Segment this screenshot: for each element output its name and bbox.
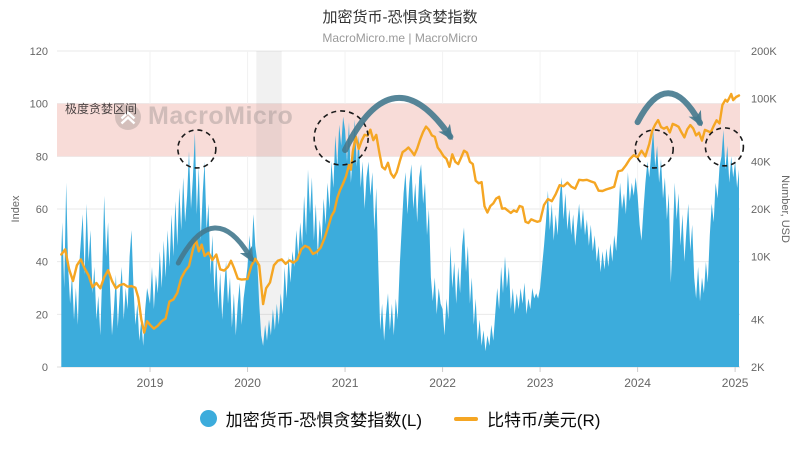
svg-text:2023: 2023 xyxy=(527,376,554,390)
svg-text:10K: 10K xyxy=(751,252,771,264)
btc-line xyxy=(60,92,741,334)
legend-item-btc-usd[interactable]: 比特币/美元(R) xyxy=(454,406,600,431)
svg-text:80: 80 xyxy=(36,151,48,163)
svg-text:40K: 40K xyxy=(751,156,771,168)
page-title: 加密货币-恐惧贪婪指数 xyxy=(322,9,478,26)
legend-label: 加密货币-恐惧贪婪指数(L) xyxy=(225,411,423,430)
right-axis-tick-labels: 2K 4K 10K 20K 40K 100K 200K xyxy=(751,46,777,374)
fear-greed-area xyxy=(61,116,740,367)
extreme-greed-band xyxy=(57,103,740,157)
svg-text:2K: 2K xyxy=(751,362,765,374)
extreme-greed-band-label: 极度贪婪区间 xyxy=(65,102,138,116)
svg-text:2024: 2024 xyxy=(624,376,651,390)
svg-text:2025: 2025 xyxy=(722,376,749,390)
annotation-circles xyxy=(177,110,745,169)
annotation-arrows xyxy=(175,90,703,266)
legend-item-fear-greed-index[interactable]: 加密货币-恐惧贪婪指数(L) xyxy=(199,406,423,431)
svg-text:40: 40 xyxy=(36,257,48,269)
legend: 加密货币-恐惧贪婪指数(L) 比特币/美元(R) xyxy=(0,406,800,431)
x-axis-tick-labels: 2019 2020 2021 2022 2023 2024 2025 xyxy=(137,376,749,390)
svg-text:2022: 2022 xyxy=(429,376,456,390)
left-axis-tick-labels: 0 20 40 60 80 100 120 xyxy=(30,46,48,374)
svg-text:60: 60 xyxy=(36,204,48,216)
svg-text:2020: 2020 xyxy=(234,376,261,390)
svg-text:100: 100 xyxy=(30,99,48,111)
svg-text:2019: 2019 xyxy=(137,376,164,390)
svg-text:20: 20 xyxy=(36,309,48,321)
left-axis-title: Index xyxy=(10,195,22,223)
right-axis-title: Number, USD xyxy=(779,175,791,243)
svg-text:200K: 200K xyxy=(751,46,777,58)
page-subtitle: MacroMicro.me | MacroMicro xyxy=(322,31,478,45)
svg-text:100K: 100K xyxy=(751,94,777,106)
svg-text:120: 120 xyxy=(30,46,48,58)
legend-label: 比特币/美元(R) xyxy=(487,411,601,430)
chart-header: 加密货币-恐惧贪婪指数 MacroMicro.me | MacroMicro xyxy=(0,6,800,45)
line-series-swatch-icon xyxy=(454,416,479,421)
area-series-swatch-icon xyxy=(199,410,217,427)
svg-text:0: 0 xyxy=(42,362,48,374)
svg-text:2021: 2021 xyxy=(332,376,359,390)
svg-text:20K: 20K xyxy=(751,204,771,216)
svg-text:4K: 4K xyxy=(751,314,765,326)
